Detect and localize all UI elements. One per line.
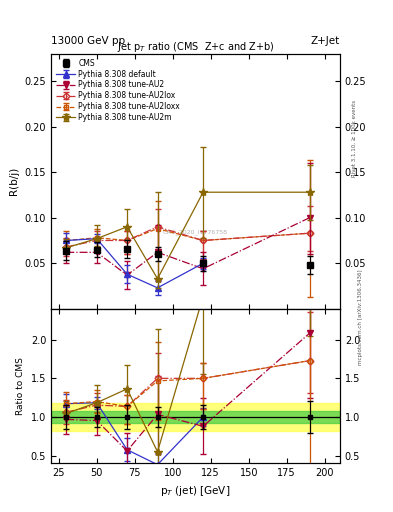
- Legend: CMS, Pythia 8.308 default, Pythia 8.308 tune-AU2, Pythia 8.308 tune-AU2lox, Pyth: CMS, Pythia 8.308 default, Pythia 8.308 …: [54, 56, 182, 124]
- Text: mcplots.cern.ch [arXiv:1306.3436]: mcplots.cern.ch [arXiv:1306.3436]: [358, 270, 363, 365]
- X-axis label: p$_T$ (jet) [GeV]: p$_T$ (jet) [GeV]: [160, 484, 231, 498]
- Y-axis label: Ratio to CMS: Ratio to CMS: [16, 357, 25, 415]
- Text: Z+Jet: Z+Jet: [311, 36, 340, 46]
- Text: 13000 GeV pp: 13000 GeV pp: [51, 36, 125, 46]
- Y-axis label: R(b/j): R(b/j): [9, 167, 19, 196]
- Text: Rivet 3.1.10, ≥ 100k events: Rivet 3.1.10, ≥ 100k events: [352, 100, 357, 177]
- Bar: [51, 411, 340, 423]
- Bar: [51, 403, 340, 431]
- Text: CMS_2020_I1776758: CMS_2020_I1776758: [163, 229, 228, 235]
- Title: Jet p$_T$ ratio (CMS  Z+c and Z+b): Jet p$_T$ ratio (CMS Z+c and Z+b): [117, 40, 274, 54]
